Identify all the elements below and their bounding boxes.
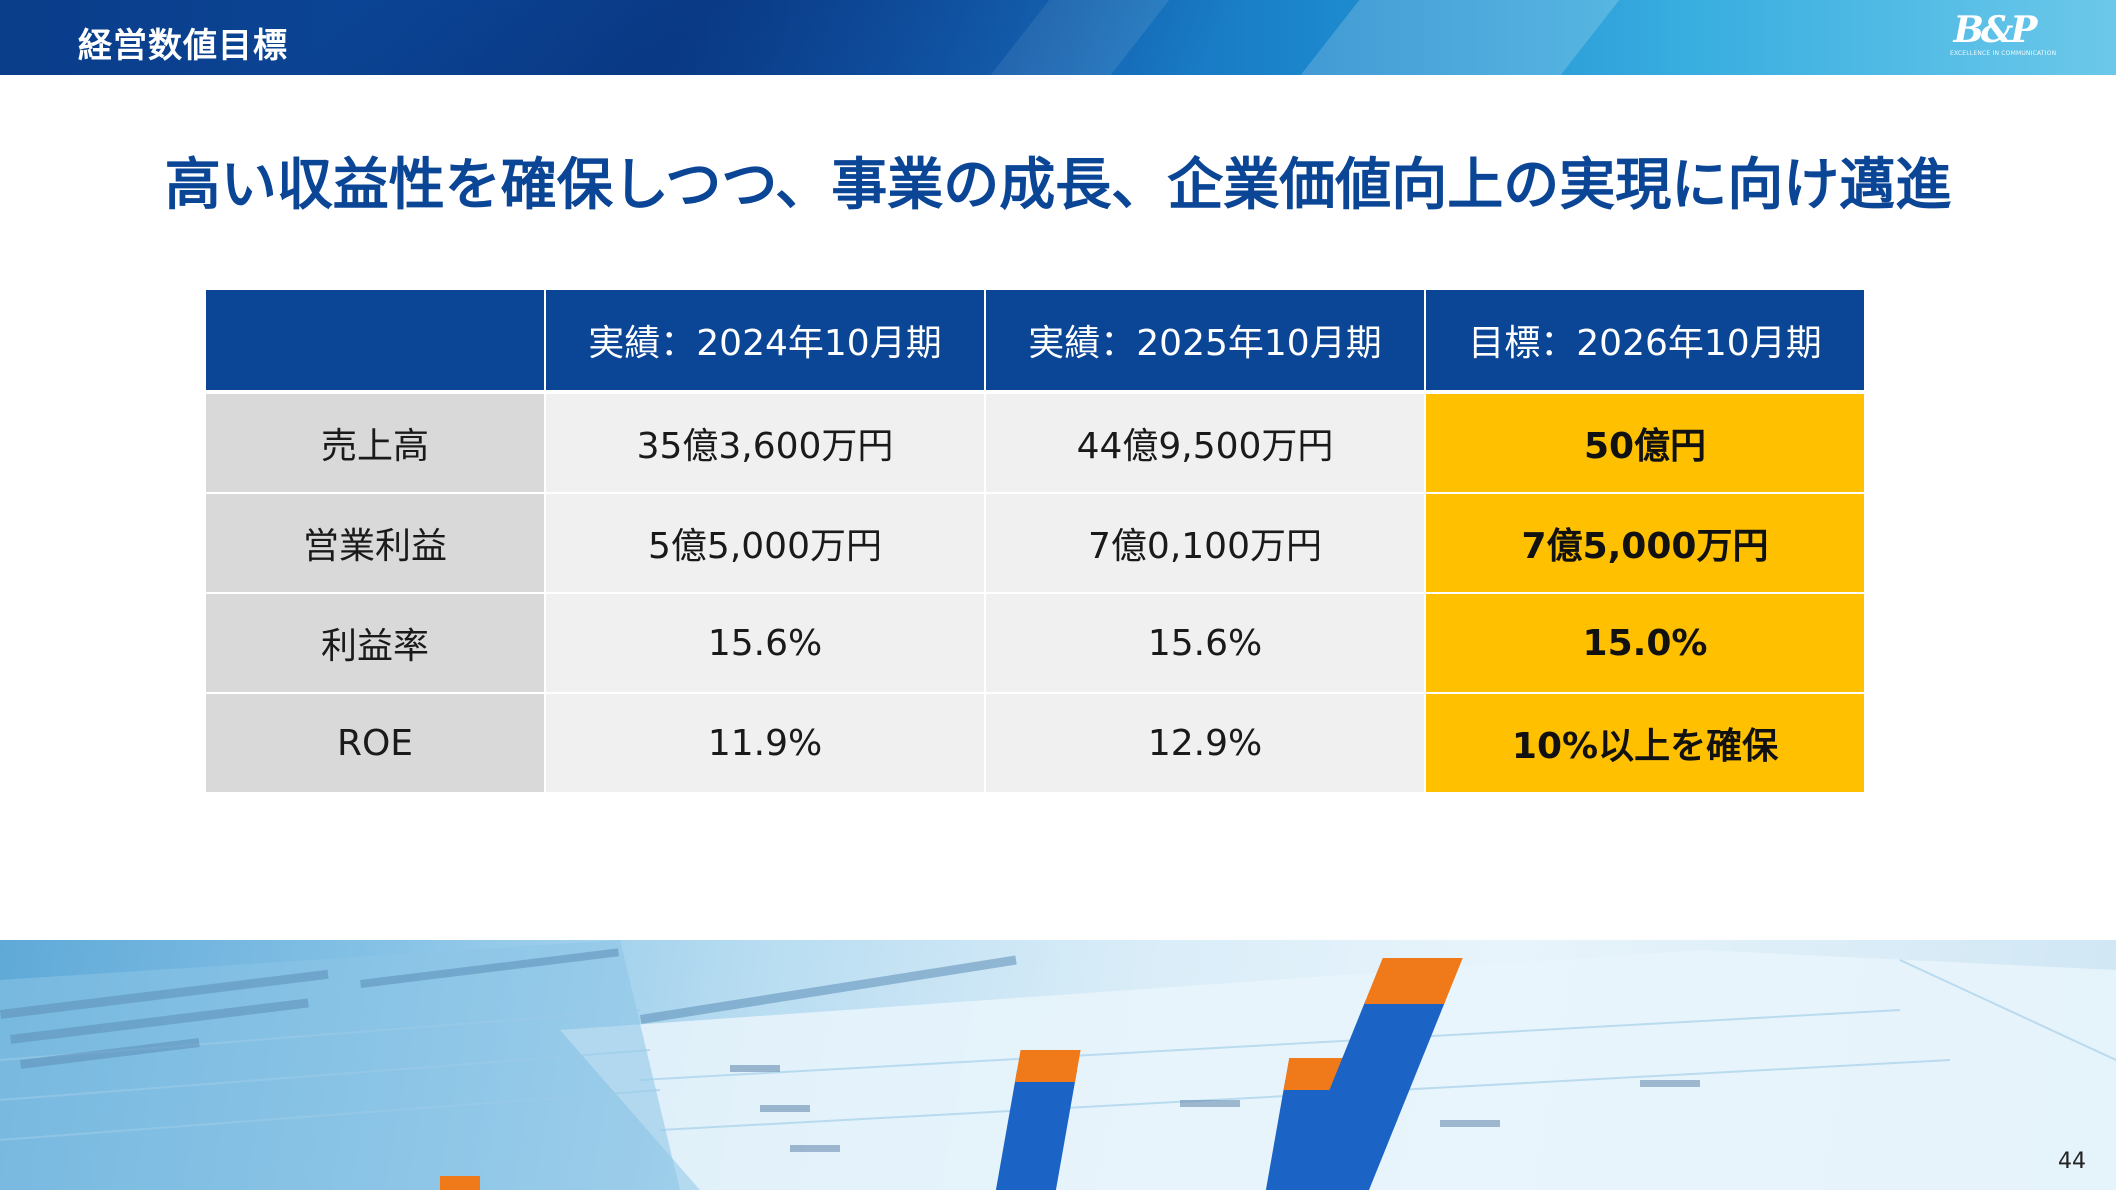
header-band: 経営数値目標 B&P EXCELLENCE IN COMMUNICATION	[0, 0, 2116, 75]
kpi-table: 実績：2024年10月期 実績：2025年10月期 目標：2026年10月期 売…	[204, 288, 1866, 794]
table-header-row: 実績：2024年10月期 実績：2025年10月期 目標：2026年10月期	[204, 288, 1866, 393]
cell-operating-profit-fy2024: 5億5,000万円	[544, 492, 986, 594]
cell-profit-margin-fy2025: 15.6%	[984, 592, 1426, 694]
cell-sales-fy2024: 35億3,600万円	[544, 391, 986, 494]
cell-roe-target: 10%以上を確保	[1424, 692, 1866, 794]
column-header-fy2024: 実績：2024年10月期	[544, 288, 986, 393]
header-decoration	[1300, 0, 1620, 75]
column-header-fy2025: 実績：2025年10月期	[984, 288, 1426, 393]
table-row: 営業利益 5億5,000万円 7億0,100万円 7億5,000万円	[204, 492, 1866, 594]
column-header-target-fy2026: 目標：2026年10月期	[1424, 288, 1866, 393]
cell-roe-fy2024: 11.9%	[544, 692, 986, 794]
column-header-empty	[204, 288, 546, 393]
cell-operating-profit-target: 7億5,000万円	[1424, 492, 1866, 594]
headline: 高い収益性を確保しつつ、事業の成長、企業価値向上の実現に向け邁進	[164, 153, 1952, 218]
financial-report-photo: 44	[0, 940, 2116, 1190]
logo-mark: B&P	[1953, 9, 2038, 51]
row-label-operating-profit: 営業利益	[204, 492, 546, 594]
cell-operating-profit-fy2025: 7億0,100万円	[984, 492, 1426, 594]
header-decoration	[290, 0, 1250, 75]
table-row: ROE 11.9% 12.9% 10%以上を確保	[204, 692, 1866, 794]
cell-sales-target: 50億円	[1424, 391, 1866, 494]
row-label-sales: 売上高	[204, 391, 546, 494]
table-row: 売上高 35億3,600万円 44億9,500万円 50億円	[204, 391, 1866, 494]
row-label-roe: ROE	[204, 692, 546, 794]
cell-roe-fy2025: 12.9%	[984, 692, 1426, 794]
cell-profit-margin-target: 15.0%	[1424, 592, 1866, 694]
company-logo: B&P EXCELLENCE IN COMMUNICATION	[1950, 9, 2057, 70]
cell-profit-margin-fy2024: 15.6%	[544, 592, 986, 694]
report-photo-illustration	[0, 940, 2116, 1190]
page-number: 44	[2058, 1149, 2086, 1174]
cell-sales-fy2025: 44億9,500万円	[984, 391, 1426, 494]
section-title: 経営数値目標	[78, 26, 288, 66]
row-label-profit-margin: 利益率	[204, 592, 546, 694]
logo-tagline: EXCELLENCE IN COMMUNICATION	[1950, 50, 2057, 57]
table-row: 利益率 15.6% 15.6% 15.0%	[204, 592, 1866, 694]
